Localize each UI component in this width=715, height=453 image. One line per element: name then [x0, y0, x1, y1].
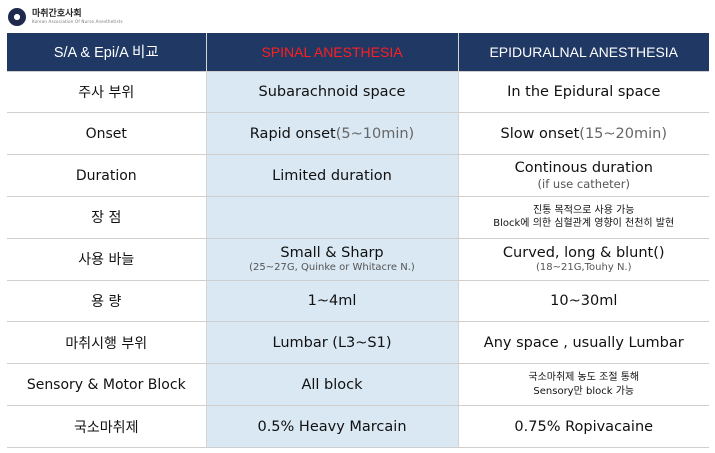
- row-label: Onset: [7, 112, 206, 156]
- spinal-cell: Small & Sharp (25~27G, Quinke or Whitacr…: [205, 238, 458, 281]
- table-row: Sensory & Motor Block All block 국소마취제 농도…: [7, 363, 709, 407]
- row-label: Duration: [7, 154, 206, 197]
- spinal-cell: Limited duration: [205, 154, 458, 197]
- epidural-cell: Slow onset(15~20min): [457, 112, 709, 156]
- spinal-cell: Rapid onset(5~10min): [205, 112, 458, 156]
- spinal-cell: [205, 196, 458, 239]
- column-header-comparison: S/A & Epi/A 비교: [7, 33, 206, 72]
- spinal-cell: 1~4ml: [205, 280, 458, 323]
- row-label: Sensory & Motor Block: [7, 363, 206, 407]
- epidural-note: (18~21G,Touhy N.): [535, 262, 632, 274]
- table-row: 장 점 진통 목적으로 사용 가능 Block에 의한 심혈관계 영향이 천천히…: [7, 196, 709, 239]
- organization-subtitle: Korean Association Of Nurse Anesthetists: [32, 19, 123, 24]
- epidural-note: (if use catheter): [537, 177, 630, 192]
- row-label: 용 량: [7, 280, 206, 323]
- column-header-epidural: EPIDURALNAL ANESTHESIA: [457, 33, 709, 72]
- epidural-cell: Any space , usually Lumbar: [457, 321, 709, 365]
- epidural-cell: 진통 목적으로 사용 가능 Block에 의한 심혈관계 영향이 천천히 발현: [457, 196, 709, 239]
- row-label: 마취시행 부위: [7, 321, 206, 365]
- epidural-value: Curved, long & blunt(): [502, 245, 665, 262]
- epidural-cell: Continous duration (if use catheter): [457, 154, 709, 197]
- epidural-line: Block에 의한 심혈관계 영향이 천천히 발현: [493, 218, 675, 230]
- table-row: 용 량 1~4ml 10~30ml: [7, 280, 709, 323]
- epidural-cell: In the Epidural space: [457, 71, 709, 114]
- row-label: 장 점: [7, 196, 206, 239]
- epidural-line: Sensory만 block 가능: [533, 385, 635, 397]
- spinal-value: Small & Sharp: [280, 245, 384, 262]
- epidural-cell: 국소마취제 농도 조절 통해 Sensory만 block 가능: [457, 363, 709, 407]
- spinal-extra: (5~10min): [335, 125, 415, 142]
- spinal-cell: 0.5% Heavy Marcain: [205, 405, 458, 448]
- organization: 마취간호사회 Korean Association Of Nurse Anest…: [32, 10, 123, 24]
- epidural-cell: Curved, long & blunt() (18~21G,Touhy N.): [457, 238, 709, 281]
- epidural-value: Slow onset: [500, 125, 580, 142]
- table-row: Duration Limited duration Continous dura…: [7, 154, 709, 197]
- table-row: 마취시행 부위 Lumbar (L3~S1) Any space , usual…: [7, 321, 709, 365]
- epidural-cell: 0.75% Ropivacaine: [457, 405, 709, 448]
- epidural-line: 진통 목적으로 사용 가능: [532, 204, 635, 216]
- epidural-value: Continous duration: [514, 160, 653, 177]
- spinal-cell: All block: [205, 363, 458, 407]
- spinal-cell: Subarachnoid space: [205, 71, 458, 114]
- table-row: 국소마취제 0.5% Heavy Marcain 0.75% Ropivacai…: [7, 405, 709, 448]
- epidural-extra: (15~20min): [579, 125, 667, 142]
- page-header: 마취간호사회 Korean Association Of Nurse Anest…: [8, 6, 123, 28]
- table-header-row: S/A & Epi/A 비교 SPINAL ANESTHESIA EPIDURA…: [7, 33, 709, 72]
- column-header-spinal: SPINAL ANESTHESIA: [205, 33, 458, 72]
- row-label: 주사 부위: [7, 71, 206, 114]
- spinal-cell: Lumbar (L3~S1): [205, 321, 458, 365]
- row-label: 사용 바늘: [7, 238, 206, 281]
- spinal-value: Rapid onset: [249, 125, 336, 142]
- epidural-line: 국소마취제 농도 조절 통해: [528, 372, 640, 384]
- organization-name: 마취간호사회: [32, 9, 82, 19]
- table-row: Onset Rapid onset(5~10min) Slow onset(15…: [7, 112, 709, 156]
- epidural-cell: 10~30ml: [457, 280, 709, 323]
- table-row: 주사 부위 Subarachnoid space In the Epidural…: [7, 71, 709, 114]
- row-label: 국소마취제: [7, 405, 206, 448]
- table-row: 사용 바늘 Small & Sharp (25~27G, Quinke or W…: [7, 238, 709, 281]
- comparison-table: S/A & Epi/A 비교 SPINAL ANESTHESIA EPIDURA…: [7, 33, 709, 448]
- association-seal-icon: [8, 8, 26, 26]
- spinal-note: (25~27G, Quinke or Whitacre N.): [249, 262, 415, 274]
